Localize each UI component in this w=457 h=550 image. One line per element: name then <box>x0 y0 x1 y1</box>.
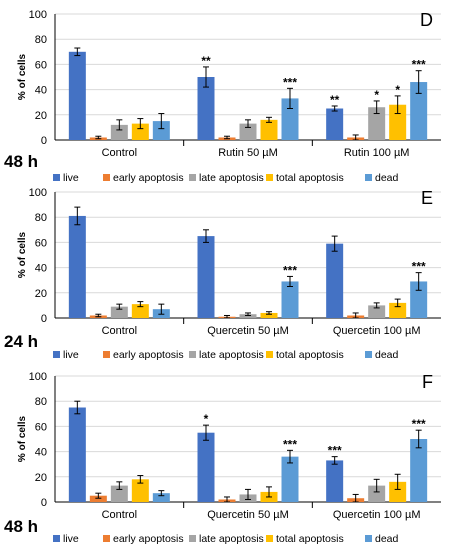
y-tick-label: 100 <box>29 187 47 199</box>
panel-letter: D <box>420 10 433 30</box>
chart-panel-d: 0 20 40 60 80 100 Control Rutin 50 µM Rutin 100 … <box>4 9 441 184</box>
y-tick-label: 20 <box>35 288 47 300</box>
legend-label: total apoptosis <box>276 172 344 184</box>
y-tick-label: 80 <box>35 34 47 46</box>
time-label: 48 h <box>4 517 38 536</box>
legend-swatch <box>189 174 196 181</box>
legend-swatch <box>53 535 60 542</box>
y-tick-label: 60 <box>35 237 47 249</box>
significance-marker: *** <box>412 417 426 431</box>
legend-label: early apoptosis <box>113 349 184 361</box>
legend-label: early apoptosis <box>113 533 184 545</box>
bar-live <box>198 433 215 502</box>
y-tick-label: 20 <box>35 110 47 122</box>
legend-label: late apoptosis <box>199 172 264 184</box>
bar-live <box>69 52 86 140</box>
legend-label: early apoptosis <box>113 172 184 184</box>
legend-swatch <box>266 174 273 181</box>
y-tick-label: 80 <box>35 396 47 408</box>
y-tick-label: 80 <box>35 212 47 224</box>
significance-marker: *** <box>283 437 297 451</box>
x-category-label: Control <box>102 147 137 159</box>
legend-label: total apoptosis <box>276 349 344 361</box>
y-axis-title: % of cells <box>17 232 28 279</box>
legend-label: live <box>63 349 79 361</box>
legend-swatch <box>103 351 110 358</box>
y-tick-label: 40 <box>35 263 47 275</box>
legend-swatch <box>53 351 60 358</box>
significance-marker: *** <box>283 263 297 277</box>
significance-marker: *** <box>412 58 426 72</box>
panel-letter: F <box>422 372 433 392</box>
y-tick-label: 100 <box>29 9 47 21</box>
x-category-label: Rutin 50 µM <box>218 147 278 159</box>
x-category-label: Rutin 100 µM <box>344 147 410 159</box>
legend-swatch <box>103 535 110 542</box>
legend-swatch <box>365 535 372 542</box>
significance-marker: * <box>204 412 209 426</box>
legend-swatch <box>266 535 273 542</box>
significance-marker: *** <box>412 260 426 274</box>
bar-live <box>326 244 343 318</box>
legend-label: dead <box>375 172 399 184</box>
legend-swatch <box>53 174 60 181</box>
y-tick-label: 40 <box>35 447 47 459</box>
legend-label: live <box>63 172 79 184</box>
x-category-label: Quercetin 100 µM <box>333 325 421 337</box>
significance-marker: *** <box>328 444 342 458</box>
y-tick-label: 0 <box>41 497 47 509</box>
x-category-label: Control <box>102 325 137 337</box>
panel-letter: E <box>421 188 433 208</box>
x-category-label: Control <box>102 509 137 521</box>
significance-marker: * <box>395 83 400 97</box>
time-label: 24 h <box>4 332 38 351</box>
y-tick-label: 0 <box>41 313 47 325</box>
legend-label: total apoptosis <box>276 533 344 545</box>
bar-live <box>69 408 86 503</box>
x-category-label: Quercetin 50 µM <box>207 509 289 521</box>
bar-dead <box>282 457 299 502</box>
y-tick-label: 100 <box>29 371 47 383</box>
significance-marker: ** <box>330 93 340 107</box>
bar-total-apoptosis <box>261 120 278 140</box>
bar-dead <box>410 439 427 502</box>
y-axis-title: % of cells <box>17 416 28 463</box>
chart-panel-f: 0 20 40 60 80 100 Control Quercetin 50 µM Querce… <box>4 371 441 545</box>
legend-swatch <box>189 535 196 542</box>
legend-swatch <box>103 174 110 181</box>
bar-live <box>326 109 343 141</box>
legend-swatch <box>365 174 372 181</box>
bar-live <box>326 460 343 502</box>
legend-swatch <box>365 351 372 358</box>
legend-swatch <box>266 351 273 358</box>
chart-panel-e: 0 20 40 60 80 100 Control Quercetin 50 µM Querce… <box>4 187 441 361</box>
legend-swatch <box>189 351 196 358</box>
y-tick-label: 60 <box>35 421 47 433</box>
significance-marker: * <box>374 88 379 102</box>
x-category-label: Quercetin 100 µM <box>333 509 421 521</box>
y-tick-label: 40 <box>35 85 47 97</box>
bar-live <box>69 216 86 318</box>
y-tick-label: 60 <box>35 59 47 71</box>
y-axis-title: % of cells <box>17 54 28 101</box>
legend-label: late apoptosis <box>199 349 264 361</box>
legend-label: live <box>63 533 79 545</box>
y-tick-label: 0 <box>41 135 47 147</box>
legend-label: dead <box>375 533 399 545</box>
bar-live <box>198 236 215 318</box>
legend-label: late apoptosis <box>199 533 264 545</box>
time-label: 48 h <box>4 152 38 171</box>
significance-marker: *** <box>283 75 297 89</box>
y-tick-label: 20 <box>35 472 47 484</box>
legend-label: dead <box>375 349 399 361</box>
significance-marker: ** <box>201 54 211 68</box>
x-category-label: Quercetin 50 µM <box>207 325 289 337</box>
